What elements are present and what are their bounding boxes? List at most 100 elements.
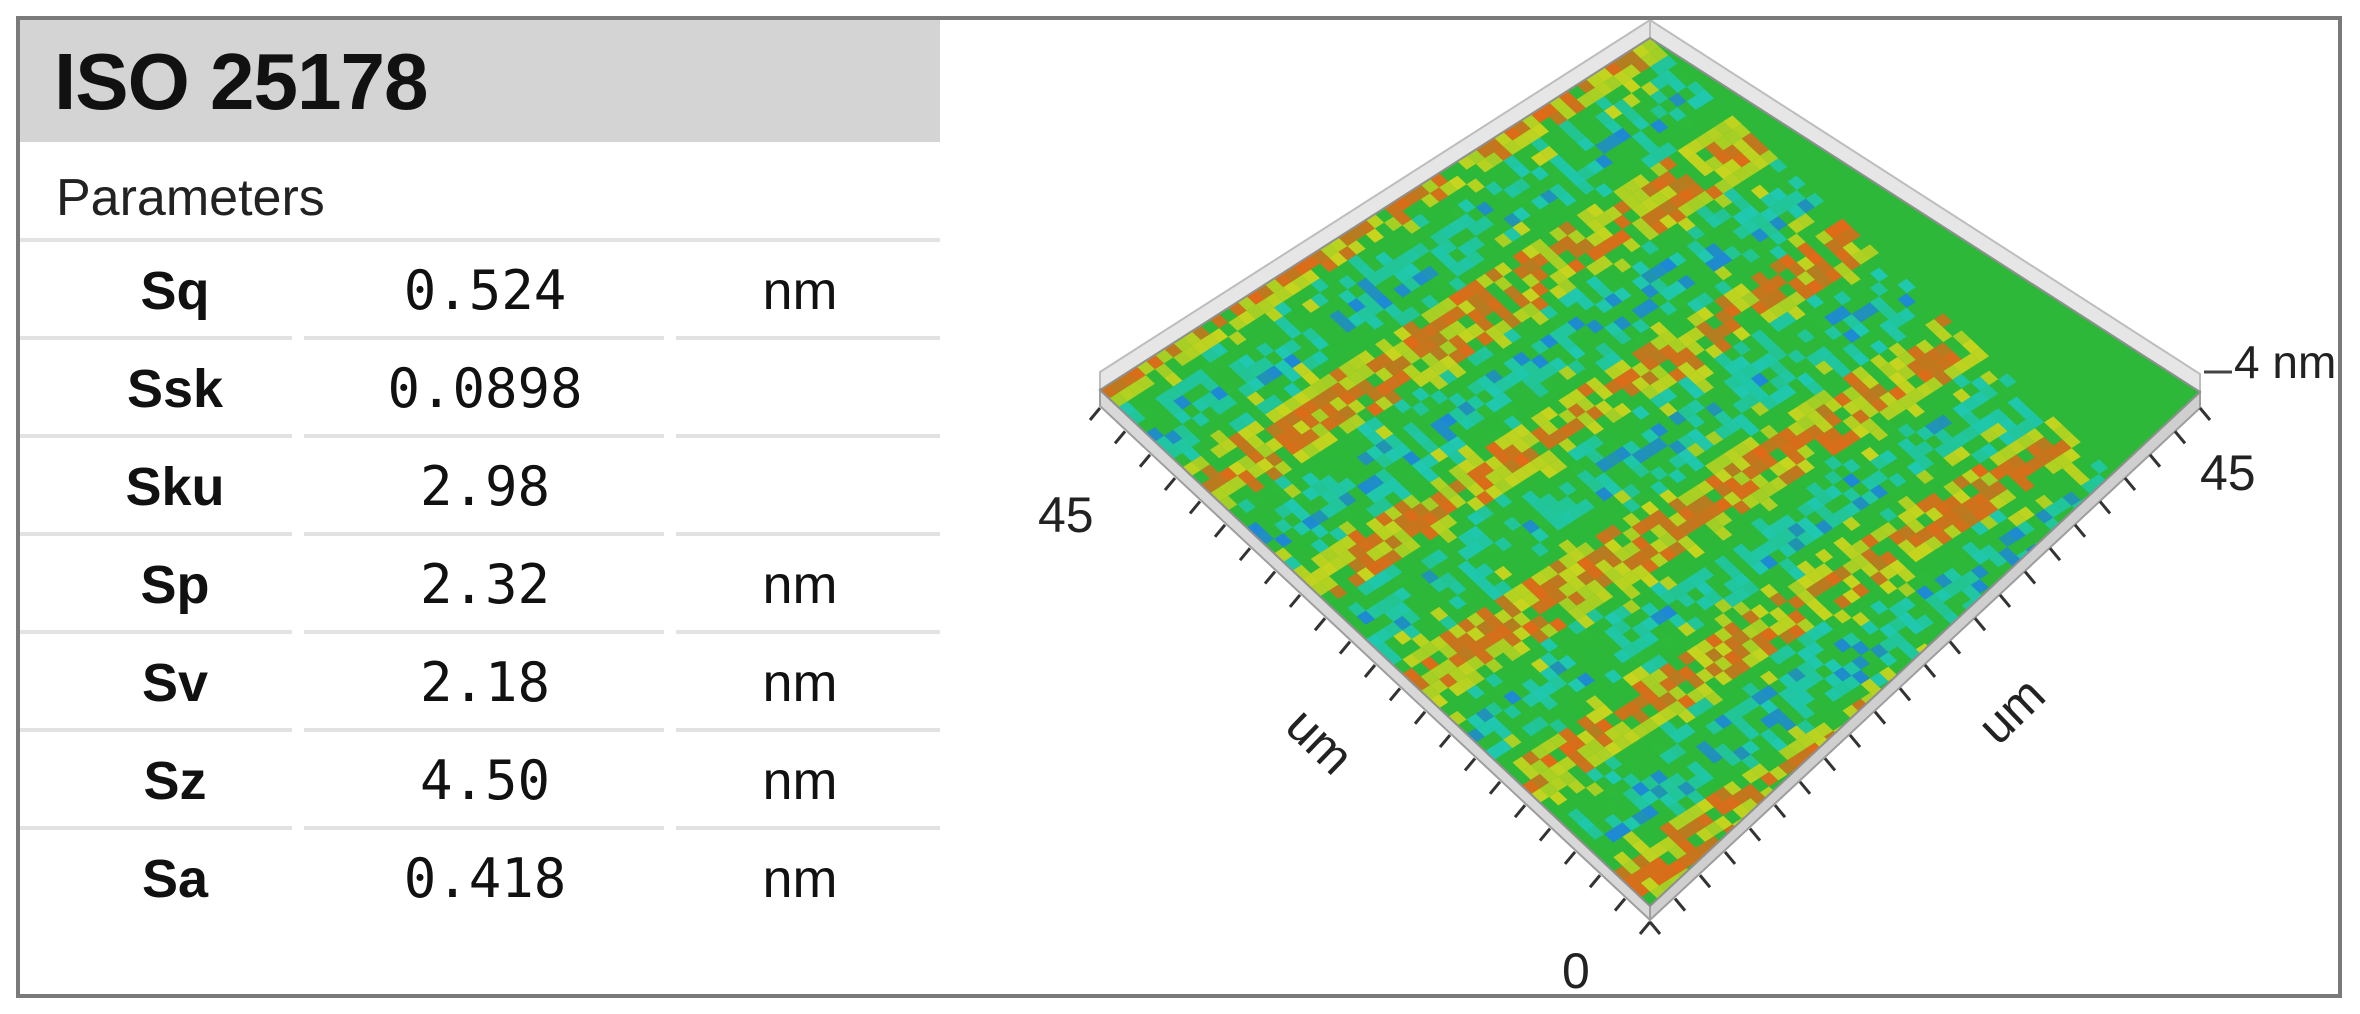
param-value: 0.418 <box>403 847 567 910</box>
surface-cell <box>1622 729 1641 745</box>
surface-cell <box>1934 530 1953 545</box>
surface-cell <box>1989 654 2008 669</box>
axis-tick <box>1948 640 1962 655</box>
surface-cell <box>1750 372 1770 388</box>
surface-cell <box>2044 575 2063 590</box>
surface-cell <box>1237 513 1256 528</box>
surface-cell <box>1723 231 1742 246</box>
param-name: Sku <box>125 457 225 517</box>
surface-cell <box>1237 469 1256 485</box>
section-divider <box>20 238 940 242</box>
surface-cell <box>1475 519 1495 535</box>
surface-cell <box>1613 547 1632 562</box>
surface-cell <box>1686 775 1705 790</box>
surface-cell <box>1695 581 1715 596</box>
surface-cell <box>1145 369 1165 384</box>
surface-cell <box>1503 690 1522 705</box>
surface-cell <box>1695 726 1715 741</box>
surface-cell <box>1879 637 1898 653</box>
surface-cell <box>1503 357 1522 372</box>
surface-cell <box>1384 506 1403 521</box>
surface-cell <box>1347 500 1366 516</box>
surface-cell <box>1411 445 1430 460</box>
surface-cell <box>1485 484 1504 500</box>
surface-cell <box>1164 357 1183 372</box>
surface-map <box>1100 38 2200 906</box>
surface-cell <box>1650 147 1669 163</box>
surface-cell <box>1970 405 1990 420</box>
surface-cell <box>1567 678 1586 693</box>
surface-cell <box>1503 256 1522 271</box>
surface-cell <box>1182 403 1201 419</box>
surface-cell <box>1347 327 1366 342</box>
surface-cell <box>1805 540 1825 555</box>
surface-cell <box>1915 513 1935 528</box>
surface-cell <box>1952 460 1971 476</box>
surface-cell <box>1356 277 1375 293</box>
surface-cell <box>1365 358 1385 374</box>
axis-tick <box>1113 430 1127 445</box>
surface-cell <box>1760 540 1779 555</box>
surface-cell <box>1420 207 1440 223</box>
surface-cell <box>1420 193 1440 208</box>
surface-cell <box>1732 731 1751 747</box>
surface-cell <box>1558 438 1577 453</box>
surface-cell <box>1512 771 1531 786</box>
surface-cell <box>1402 537 1421 553</box>
axis-tick <box>1088 407 1102 421</box>
surface-cell <box>1622 179 1641 195</box>
surface-cell <box>1879 333 1898 349</box>
surface-cell <box>1650 509 1669 524</box>
surface-cell <box>1540 724 1559 740</box>
surface-cell <box>1961 642 1980 658</box>
surface-cell <box>1677 101 1696 116</box>
surface-cell <box>1989 523 2008 539</box>
surface-cell <box>1512 742 1531 757</box>
surface-cell <box>1860 331 1880 346</box>
surface-cell <box>1842 632 1861 647</box>
surface-cell <box>1787 638 1806 653</box>
surface-cell <box>1668 787 1687 802</box>
surface-cell <box>1549 747 1568 763</box>
surface-cell <box>1815 447 1834 462</box>
axis-tick <box>1673 897 1687 912</box>
surface-cell <box>1805 699 1825 714</box>
surface-cell <box>1448 551 1467 567</box>
surface-cell <box>1310 524 1330 539</box>
surface-cell <box>1787 450 1806 465</box>
origin-label: 0 <box>1562 943 1590 994</box>
surface-cell <box>1622 310 1641 325</box>
surface-cell <box>1365 503 1385 518</box>
surface-cell <box>1980 631 1999 646</box>
surface-cell <box>1457 531 1476 546</box>
surface-cell <box>1833 464 1852 479</box>
surface-cell <box>1540 435 1559 450</box>
surface-cell <box>1576 238 1595 253</box>
surface-cell <box>1329 251 1348 267</box>
table-row: Sp 2.32 nm <box>20 536 940 634</box>
surface-cell <box>1255 356 1275 372</box>
surface-cell <box>1705 778 1724 793</box>
surface-cell <box>1595 776 1614 791</box>
surface-cell <box>1815 722 1834 737</box>
surface-cell <box>1558 712 1577 728</box>
surface-cell <box>1402 422 1421 437</box>
surface-cell <box>1961 657 1980 672</box>
surface-cell <box>1448 537 1467 552</box>
surface-cell <box>1668 353 1687 368</box>
surface-cell <box>1375 642 1394 657</box>
surface-cell <box>1961 483 1980 499</box>
surface-cell <box>1998 648 2017 663</box>
surface-cell <box>1943 350 1962 366</box>
surface-cell <box>1375 613 1394 628</box>
surface-cell <box>1824 354 1843 370</box>
surface-cell <box>1521 215 1540 230</box>
surface-cell <box>1989 495 2008 510</box>
surface-cell <box>1686 572 1705 588</box>
surface-cell <box>1530 296 1550 311</box>
surface-cell <box>1888 400 1907 415</box>
surface-cell <box>1475 678 1495 694</box>
surface-cell <box>1760 294 1779 309</box>
surface-cell <box>1246 362 1265 378</box>
surface-cell <box>1851 539 1870 555</box>
